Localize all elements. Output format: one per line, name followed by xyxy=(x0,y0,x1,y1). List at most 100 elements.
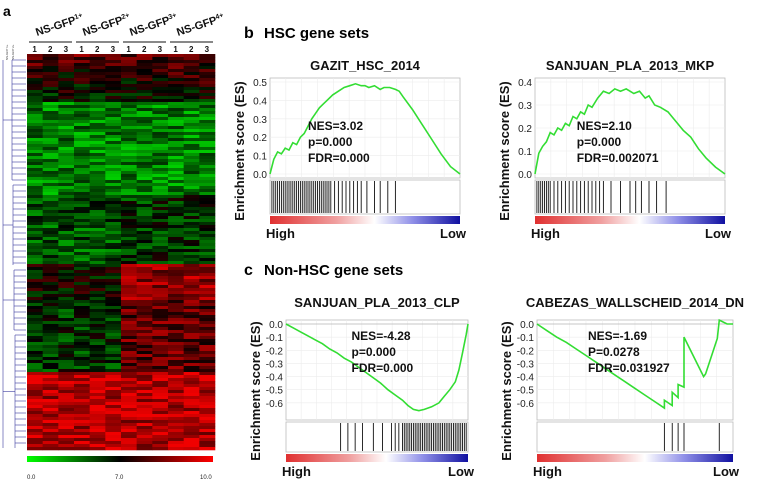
heatmap-cell xyxy=(199,264,216,268)
heatmap-cell xyxy=(121,114,137,118)
heatmap-cell xyxy=(27,72,43,76)
heatmap-cell xyxy=(199,276,216,280)
heatmap-cell xyxy=(105,366,122,370)
heatmap-cell xyxy=(58,171,75,175)
heatmap-cell xyxy=(27,375,43,379)
heatmap-cell xyxy=(89,387,106,391)
heatmap-cell xyxy=(89,228,106,232)
heatmap-cell xyxy=(42,186,59,190)
heatmap-cell xyxy=(89,309,106,313)
heatmap-cell xyxy=(183,357,200,361)
heatmap-cell xyxy=(58,135,75,139)
heatmap-cell xyxy=(42,195,59,199)
heatmap-cell xyxy=(168,276,184,280)
heatmap-cell xyxy=(183,384,200,388)
heatmap-cell xyxy=(121,189,137,193)
heatmap-cell xyxy=(105,111,122,115)
heatmap-cell xyxy=(74,267,90,271)
heatmap-cell xyxy=(121,447,137,451)
heatmap-cell xyxy=(199,132,216,136)
heatmap-cell xyxy=(183,60,200,64)
heatmap-cell xyxy=(74,330,90,334)
heatmap-cell xyxy=(121,378,137,382)
heatmap-cell xyxy=(168,129,184,133)
heatmap-cell xyxy=(74,342,90,346)
heatmap-cell xyxy=(199,330,216,334)
heatmap-cell xyxy=(183,372,200,376)
gsea-ytick-label: -0.5 xyxy=(266,386,284,397)
heatmap-cell xyxy=(152,120,169,124)
heatmap-cell xyxy=(121,60,137,64)
heatmap-cell xyxy=(121,132,137,136)
heatmap-cell xyxy=(27,372,43,376)
heatmap-cell xyxy=(168,243,184,247)
heatmap-cell xyxy=(168,300,184,304)
heatmap-cell xyxy=(58,150,75,154)
heatmap-cell xyxy=(42,285,59,289)
heatmap-cell xyxy=(58,423,75,427)
heatmap-cell xyxy=(27,270,43,274)
gsea-ytick-label: 0.3 xyxy=(518,101,532,112)
heatmap-cell xyxy=(121,369,137,373)
heatmap-cell xyxy=(152,378,169,382)
heatmap-cell xyxy=(105,66,122,70)
heatmap-cell xyxy=(105,219,122,223)
heatmap-cell xyxy=(105,348,122,352)
heatmap-cell xyxy=(105,444,122,448)
heatmap-cell xyxy=(58,369,75,373)
heatmap-cell xyxy=(121,258,137,262)
heatmap-cell xyxy=(58,81,75,85)
heatmap-cell xyxy=(136,384,153,388)
heatmap-cell xyxy=(136,168,153,172)
heatmap-cell xyxy=(136,102,153,106)
heatmap-cell xyxy=(121,297,137,301)
heatmap-cell xyxy=(183,318,200,322)
heatmap-cell xyxy=(168,114,184,118)
svg-text:NS-GFP 1+: NS-GFP 1+ xyxy=(5,44,9,60)
heatmap-cell xyxy=(152,372,169,376)
gsea-plot-title: CABEZAS_WALLSCHEID_2014_DN xyxy=(526,295,744,310)
heatmap-cell xyxy=(136,216,153,220)
heatmap-cell xyxy=(89,246,106,250)
heatmap-cell xyxy=(136,420,153,424)
heatmap-cell xyxy=(183,69,200,73)
heatmap-cell xyxy=(136,183,153,187)
heatmap-cell xyxy=(168,390,184,394)
heatmap-cell xyxy=(168,60,184,64)
heatmap-cell xyxy=(136,327,153,331)
heatmap-cell xyxy=(42,414,59,418)
heatmap-cell xyxy=(136,105,153,109)
heatmap-cell xyxy=(27,195,43,199)
heatmap-cell xyxy=(89,360,106,364)
heatmap-cell xyxy=(152,189,169,193)
heatmap-cell xyxy=(183,423,200,427)
heatmap-cell xyxy=(183,222,200,226)
heatmap-cell xyxy=(199,141,216,145)
heatmap-cell xyxy=(199,216,216,220)
heatmap-cell xyxy=(89,105,106,109)
heatmap-cell xyxy=(136,150,153,154)
heatmap-cell xyxy=(105,279,122,283)
heatmap-cell xyxy=(74,141,90,145)
heatmap-cell xyxy=(58,75,75,79)
heatmap-cell xyxy=(74,252,90,256)
heatmap-cell xyxy=(183,261,200,265)
heatmap-cell xyxy=(152,438,169,442)
heatmap-cell xyxy=(121,267,137,271)
heatmap-cell xyxy=(42,327,59,331)
heatmap-cell xyxy=(168,321,184,325)
heatmap-cell xyxy=(121,96,137,100)
heatmap-cell xyxy=(58,330,75,334)
heatmap-cell xyxy=(183,201,200,205)
heatmap-cell xyxy=(168,252,184,256)
heatmap-cell xyxy=(89,93,106,97)
heatmap-cell xyxy=(89,159,106,163)
heatmap-cell xyxy=(27,429,43,433)
heatmap-cell xyxy=(152,294,169,298)
heatmap-group-label: NS-GFP2+ xyxy=(81,12,132,39)
heatmap-cell xyxy=(121,357,137,361)
heatmap-cell xyxy=(89,420,106,424)
heatmap-cell xyxy=(27,417,43,421)
heatmap-cell xyxy=(121,420,137,424)
heatmap-cell xyxy=(105,249,122,253)
